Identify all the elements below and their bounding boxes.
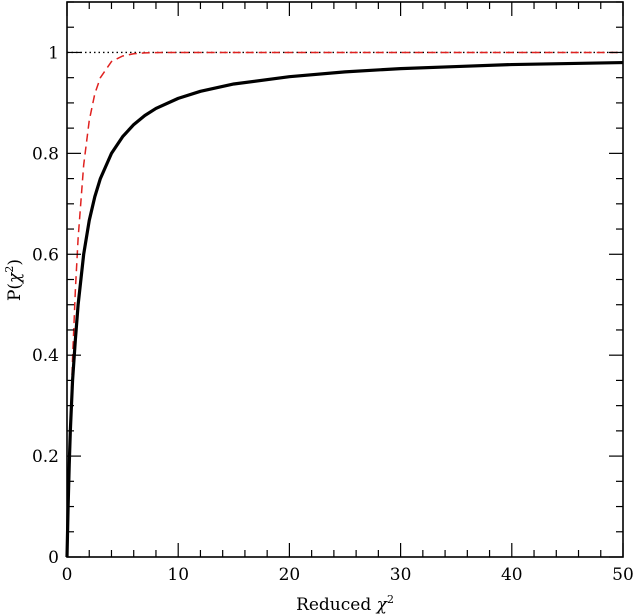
plot-frame [66, 1, 624, 558]
x-tick-label: 0 [62, 565, 73, 585]
y-tick-label: 0.8 [32, 144, 59, 164]
x-tick-label: 10 [167, 565, 189, 585]
series-line-dashed [66, 51, 623, 558]
y-axis-label: P(χ2) [3, 259, 25, 301]
x-tick-label: 30 [390, 565, 412, 585]
series-line-solid [65, 60, 624, 558]
y-tick-label: 0.4 [32, 346, 59, 366]
series-layer [65, 51, 624, 558]
x-tick-label: 50 [612, 565, 634, 585]
x-tick-label: 20 [279, 565, 301, 585]
y-tick-label: 0.6 [32, 245, 59, 265]
y-tick-label: 1 [48, 43, 59, 63]
x-tick-label: 40 [501, 565, 523, 585]
x-axis-label: Reduced χ2 [296, 593, 394, 615]
y-tick-label: 0.2 [32, 447, 59, 467]
y-tick-label: 0 [48, 548, 59, 568]
ticks-layer: 0 10 20 30 40 50 0 0.2 0.4 0.6 0.8 1 [32, 1, 634, 585]
